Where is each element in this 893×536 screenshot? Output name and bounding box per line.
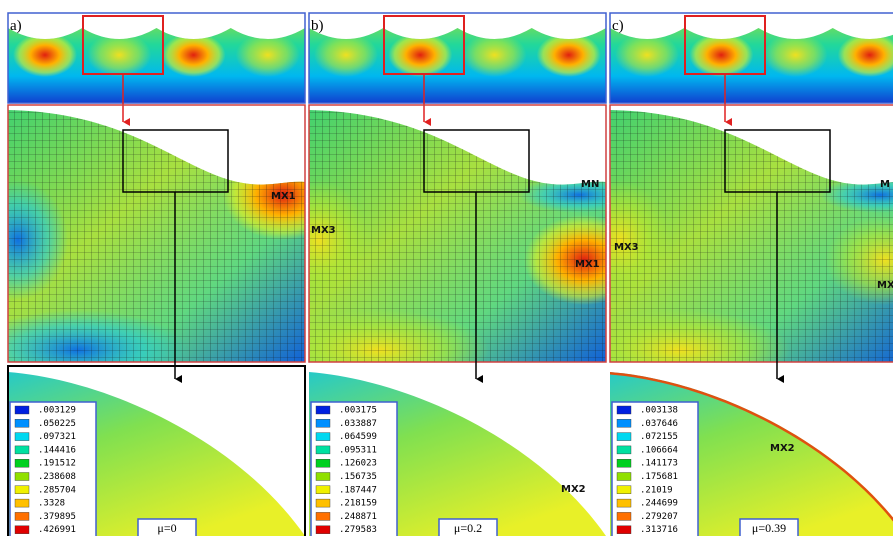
legend-value: .279207 <box>640 512 678 522</box>
legend-swatch <box>617 446 631 454</box>
hot-spot <box>537 33 601 77</box>
legend-swatch <box>15 486 29 494</box>
legend-swatch <box>316 512 330 520</box>
legend-swatch <box>15 526 29 534</box>
legend-value: .21019 <box>640 485 673 495</box>
legend-swatch <box>617 526 631 534</box>
legend-value: .095311 <box>339 445 377 455</box>
top-strip <box>610 13 893 103</box>
mesh <box>309 105 606 362</box>
marker-label: M <box>880 179 890 190</box>
top-strip <box>8 13 305 103</box>
legend-value: .106664 <box>640 445 678 455</box>
legend-value: .285704 <box>38 485 76 495</box>
hot-spot <box>236 33 300 77</box>
legend-swatch <box>617 499 631 507</box>
legend-swatch <box>15 499 29 507</box>
legend-value: .064599 <box>339 432 377 442</box>
legend-value: .144416 <box>38 445 76 455</box>
legend-value: .156735 <box>339 472 377 482</box>
hot-spot <box>87 33 151 77</box>
legend-value: .003175 <box>339 406 377 416</box>
legend-value: .037646 <box>640 419 678 429</box>
panel: a) .003129 .050225 .097321 .144416 .191512 .23… <box>0 13 343 536</box>
legend-value: .244699 <box>640 499 678 509</box>
marker-label: MX3 <box>311 225 336 236</box>
legend-swatch <box>316 446 330 454</box>
legend-swatch <box>316 499 330 507</box>
panel-label: a) <box>10 18 22 34</box>
legend-swatch <box>617 512 631 520</box>
legend-value: .050225 <box>38 419 76 429</box>
mu-label: μ=0.2 <box>454 521 482 535</box>
legend-swatch <box>617 473 631 481</box>
legend-swatch <box>316 433 330 441</box>
legend-swatch <box>15 473 29 481</box>
legend-swatch <box>617 419 631 427</box>
legend-value: .3328 <box>38 499 65 509</box>
legend-value: .248871 <box>339 512 377 522</box>
legend-value: .097321 <box>38 432 76 442</box>
mu-label: μ=0 <box>157 521 176 535</box>
legend-swatch <box>617 486 631 494</box>
mu-label: μ=0.39 <box>752 521 786 535</box>
legend-value: .187447 <box>339 485 377 495</box>
hot-spot <box>13 33 77 77</box>
legend-swatch <box>15 459 29 467</box>
legend-value: .379895 <box>38 512 76 522</box>
hot-spot <box>463 33 527 77</box>
hot-spot <box>615 33 679 77</box>
legend-value: .072155 <box>640 432 678 442</box>
mesh-panel <box>269 105 644 390</box>
panel-label: b) <box>311 18 324 34</box>
mesh <box>610 105 893 362</box>
legend-swatch <box>15 512 29 520</box>
marker-label: MX2 <box>561 484 586 495</box>
hot-spot <box>314 33 378 77</box>
legend-value: .191512 <box>38 459 76 469</box>
legend-swatch <box>617 459 631 467</box>
mesh-panel <box>0 105 343 390</box>
marker-label: MX <box>877 280 893 291</box>
legend-value: .313716 <box>640 525 678 535</box>
top-strip <box>309 13 606 103</box>
marker-label: MX2 <box>770 443 795 454</box>
legend-value: .003129 <box>38 406 76 416</box>
hot-spot <box>162 33 226 77</box>
hot-spot <box>388 33 452 77</box>
legend-value: .218159 <box>339 499 377 509</box>
hot-spot <box>764 33 828 77</box>
panel: b) .003175 .033887 .064599 .095311 .126023 .15… <box>269 13 644 536</box>
legend-swatch <box>316 526 330 534</box>
legend-value: .003138 <box>640 406 678 416</box>
panel-label: c) <box>612 18 624 34</box>
legend-swatch <box>617 433 631 441</box>
panel: c) .003138 .037646 .072155 .106664 .141173 .17… <box>570 13 893 536</box>
legend-value: .141173 <box>640 459 678 469</box>
legend-swatch <box>316 419 330 427</box>
marker-label: MX3 <box>614 242 639 253</box>
legend-value: .126023 <box>339 459 377 469</box>
legend-swatch <box>316 473 330 481</box>
legend-value: .279583 <box>339 525 377 535</box>
mesh <box>8 105 305 362</box>
figure: a) .003129 .050225 .097321 .144416 .191512 .23… <box>0 0 893 536</box>
legend-value: .175681 <box>640 472 678 482</box>
hot-spot <box>689 33 753 77</box>
legend-swatch <box>316 406 330 414</box>
legend-swatch <box>15 406 29 414</box>
legend-swatch <box>617 406 631 414</box>
legend-swatch <box>15 419 29 427</box>
legend-value: .238608 <box>38 472 76 482</box>
marker-label: MX1 <box>271 191 296 202</box>
legend-swatch <box>15 433 29 441</box>
legend-swatch <box>316 486 330 494</box>
marker-label: MX1 <box>575 259 600 270</box>
legend-swatch <box>316 459 330 467</box>
legend-swatch <box>15 446 29 454</box>
legend-value: .426991 <box>38 525 76 535</box>
legend-value: .033887 <box>339 419 377 429</box>
marker-label: MN <box>581 179 599 190</box>
